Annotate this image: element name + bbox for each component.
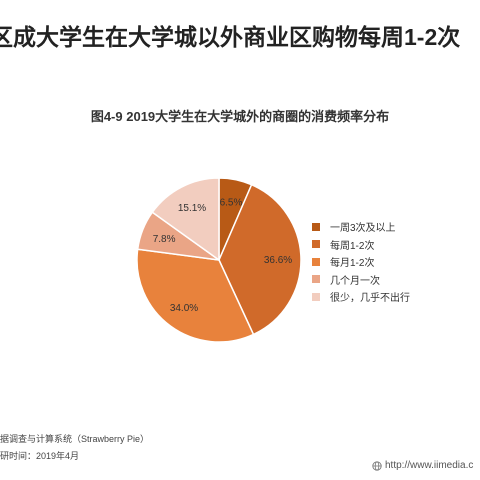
pie-slice-4 [151,177,220,262]
legend-item-2: 每月1-2次 [312,253,410,271]
legend-label: 每周1-2次 [330,240,375,252]
chart-title: 图4-9 2019大学生在大学城外的商圈的消费频率分布 [90,109,390,124]
legend-swatch [312,222,320,231]
watermark-url: http://www.iimedia.c [385,460,474,471]
legend-label: 几个月一次 [330,275,380,287]
globe-icon [372,460,382,471]
source-note: 据调查与计算系统（Strawberry Pie） [0,434,150,444]
pie-label-3: 7.8% [153,234,176,245]
legend-swatch [312,275,320,284]
legend: 一周3次及以上 每周1-2次 每月1-2次 几个月一次很少，几乎不出行 [312,218,410,306]
survey-time-note: 研时间：2019年4月 [0,451,80,461]
legend-item-1: 每周1-2次 [312,236,410,254]
legend-item-4: 很少，几乎不出行 [312,288,410,306]
headline: 区成大学生在大学城以外商业区购物每周1-2次 [0,24,461,50]
pie-label-1: 36.6% [264,255,292,266]
pie-label-2: 34.0% [170,303,198,314]
legend-label: 一周3次及以上 [330,223,396,235]
legend-item-0: 一周3次及以上 [312,218,410,236]
pie-slice-1 [218,183,302,336]
legend-swatch [312,292,320,301]
pie-label-4: 15.1% [178,203,206,214]
legend-swatch [312,257,320,266]
legend-label: 每月1-2次 [330,258,375,270]
legend-swatch [312,240,320,249]
legend-label: 很少，几乎不出行 [330,293,410,305]
watermark: http://www.iimedia.c [372,460,473,471]
legend-item-3: 几个月一次 [312,271,410,289]
pie-label-0: 6.5% [220,198,243,209]
pie-slice-2 [136,248,255,343]
